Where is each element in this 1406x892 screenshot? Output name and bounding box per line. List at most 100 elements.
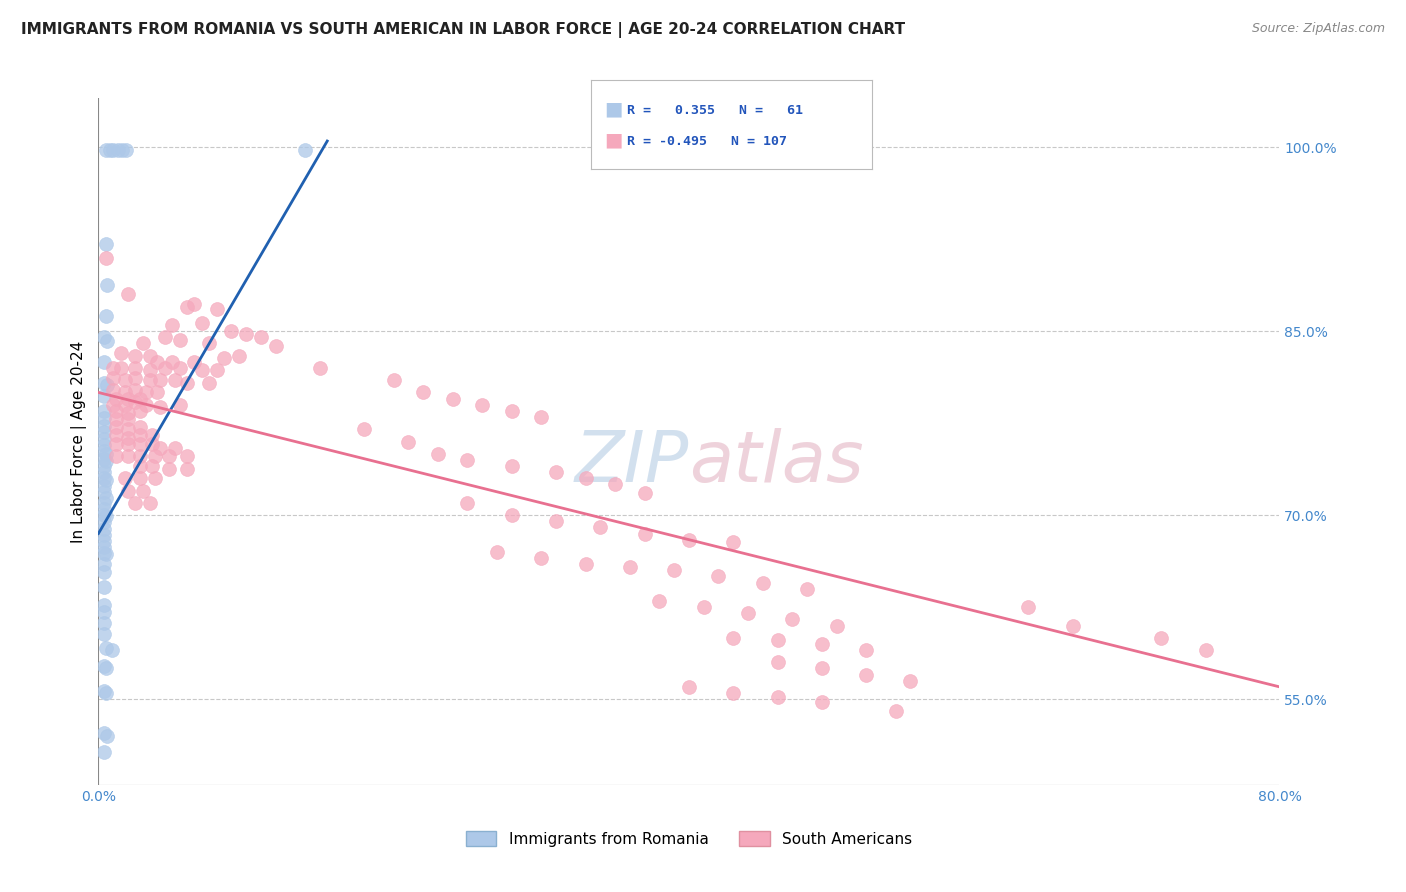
- Point: [183, 297, 205, 311]
- Point: [176, 300, 198, 314]
- Point: [191, 316, 214, 330]
- Point: [96, 334, 118, 348]
- Point: [94, 310, 117, 324]
- Point: [737, 607, 759, 621]
- Point: [169, 333, 191, 347]
- Point: [486, 545, 509, 559]
- Point: [124, 371, 146, 385]
- Point: [855, 643, 877, 657]
- Text: atlas: atlas: [689, 427, 863, 497]
- Point: [501, 404, 523, 418]
- Point: [94, 640, 117, 655]
- Point: [707, 569, 730, 583]
- Point: [94, 509, 117, 524]
- Point: [117, 437, 139, 451]
- Point: [198, 376, 221, 390]
- Point: [117, 412, 139, 426]
- Point: [93, 471, 115, 485]
- Point: [93, 444, 115, 458]
- Point: [93, 745, 115, 759]
- Text: Source: ZipAtlas.com: Source: ZipAtlas.com: [1251, 22, 1385, 36]
- Point: [412, 385, 434, 400]
- Point: [884, 705, 907, 719]
- Point: [228, 349, 250, 363]
- Point: [96, 277, 118, 292]
- Point: [94, 473, 117, 487]
- Point: [105, 392, 128, 406]
- Point: [94, 661, 117, 675]
- Point: [441, 392, 464, 406]
- Point: [93, 451, 115, 466]
- Point: [146, 385, 169, 400]
- Point: [93, 432, 115, 446]
- Point: [723, 686, 745, 700]
- Point: [94, 237, 117, 252]
- Point: [93, 376, 115, 390]
- Point: [124, 496, 146, 510]
- Point: [619, 559, 641, 574]
- Point: [128, 404, 150, 418]
- Point: [589, 520, 612, 534]
- Point: [93, 389, 115, 403]
- Point: [124, 383, 146, 397]
- Point: [93, 465, 115, 479]
- Point: [103, 361, 125, 376]
- Point: [264, 339, 287, 353]
- Point: [93, 508, 115, 523]
- Point: [1195, 643, 1218, 657]
- Point: [149, 373, 172, 387]
- Point: [157, 450, 180, 464]
- Point: [111, 143, 134, 157]
- Point: [93, 565, 115, 579]
- Point: [93, 659, 115, 673]
- Point: [766, 633, 789, 648]
- Point: [810, 694, 832, 708]
- Point: [723, 631, 745, 645]
- Point: [575, 471, 598, 485]
- Point: [94, 491, 117, 505]
- Point: [825, 618, 848, 632]
- Point: [128, 450, 150, 464]
- Point: [205, 363, 228, 377]
- Point: [139, 496, 162, 510]
- Point: [135, 398, 157, 412]
- Point: [678, 533, 700, 547]
- Point: [93, 528, 115, 542]
- Text: R = -0.495   N = 107: R = -0.495 N = 107: [627, 135, 787, 148]
- Point: [235, 326, 257, 341]
- Point: [546, 514, 568, 528]
- Point: [105, 428, 128, 442]
- Point: [141, 428, 163, 442]
- Point: [183, 355, 205, 369]
- Point: [128, 471, 150, 485]
- Point: [103, 398, 125, 412]
- Point: [766, 655, 789, 669]
- Point: [128, 420, 150, 434]
- Y-axis label: In Labor Force | Age 20-24: In Labor Force | Age 20-24: [72, 341, 87, 542]
- Point: [634, 526, 657, 541]
- Point: [103, 143, 125, 157]
- Point: [93, 425, 115, 439]
- Point: [105, 404, 128, 418]
- Point: [353, 422, 375, 436]
- Point: [634, 486, 657, 500]
- Point: [605, 477, 627, 491]
- Point: [855, 667, 877, 681]
- Text: ZIP: ZIP: [575, 427, 689, 497]
- Point: [117, 450, 139, 464]
- Point: [93, 418, 115, 433]
- Point: [796, 582, 818, 596]
- Legend: Immigrants from Romania, South Americans: Immigrants from Romania, South Americans: [460, 825, 918, 853]
- Point: [94, 454, 117, 468]
- Point: [139, 363, 162, 377]
- Point: [93, 683, 115, 698]
- Point: [110, 346, 132, 360]
- Point: [162, 318, 183, 332]
- Point: [149, 400, 172, 414]
- Point: [124, 395, 146, 409]
- Point: [157, 461, 180, 475]
- Point: [93, 616, 115, 631]
- Point: [93, 479, 115, 493]
- Point: [93, 516, 115, 530]
- Point: [128, 437, 150, 451]
